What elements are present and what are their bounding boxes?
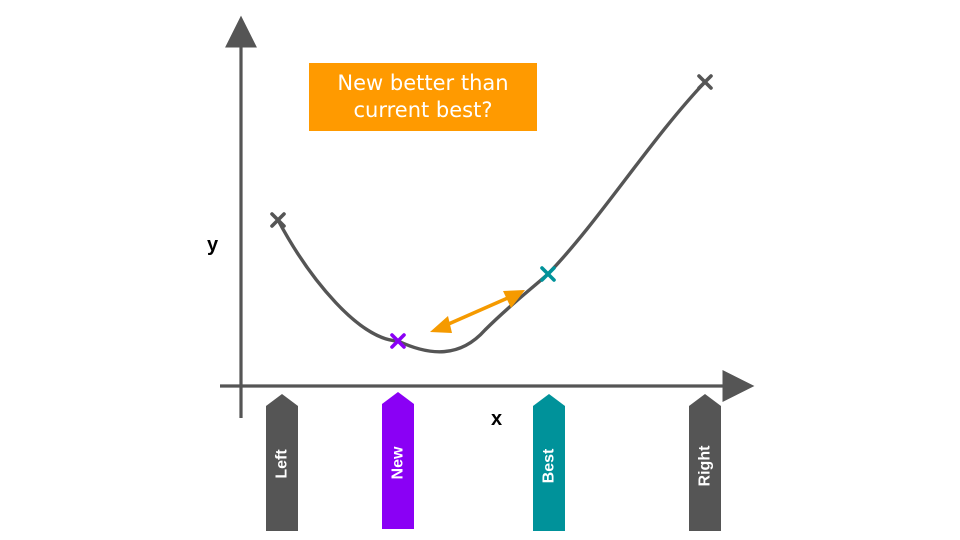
function-curve	[276, 80, 707, 354]
pointer-right: Right	[689, 394, 721, 531]
pointer-best: Best	[533, 394, 565, 531]
pointer-label-left: Left	[274, 449, 291, 479]
marker-cross-new	[390, 333, 406, 349]
pointer-new: New	[382, 392, 414, 529]
x-axis-label: x	[491, 408, 503, 430]
marker-cross-best	[540, 266, 556, 282]
pointer-label-new: New	[390, 446, 407, 479]
question-callout: New better than current best?	[309, 63, 537, 131]
pointer-label-right: Right	[697, 445, 714, 487]
marker-cross-left	[270, 212, 286, 228]
callout-text: New better than current best?	[337, 71, 509, 122]
y-axis-label: y	[207, 234, 219, 256]
comparison-double-arrow	[430, 290, 525, 333]
pointer-left: Left	[266, 394, 298, 531]
pointer-label-best: Best	[541, 448, 558, 483]
marker-cross-right	[697, 74, 713, 90]
